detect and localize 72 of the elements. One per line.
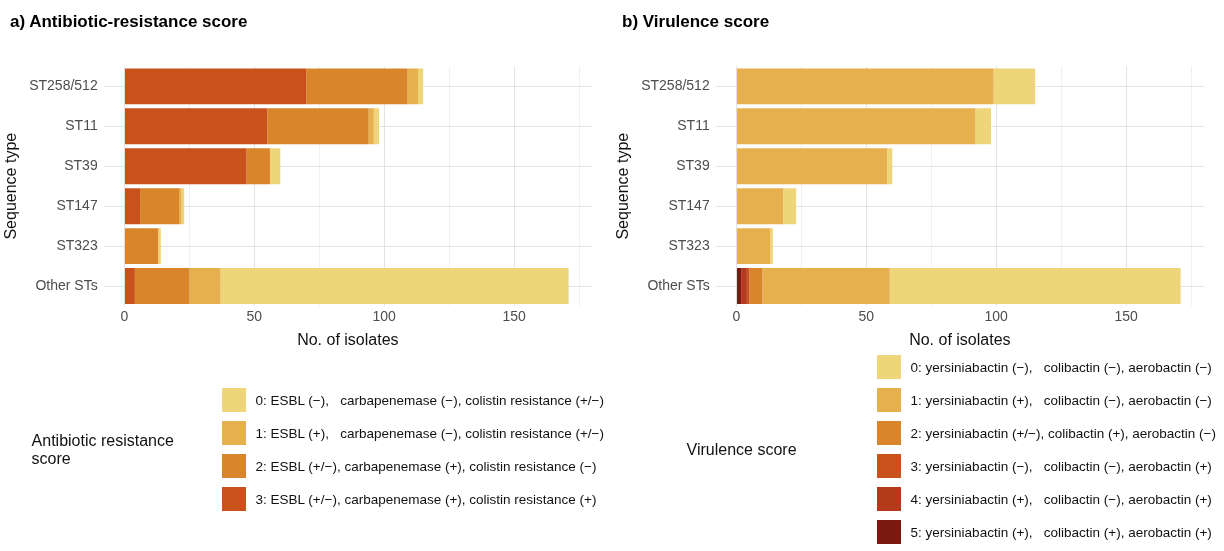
x-tick-label: 150 [1114,308,1138,325]
bar [770,228,773,265]
bar [373,108,380,145]
bar [246,148,270,185]
bar [749,268,763,304]
bar [124,268,135,304]
x-tick-label: 50 [858,308,875,325]
legend-label: 2: yersiniabactin (+/−), colibactin (+), aerobactin (−) [910,425,1216,441]
legend-label: 0: yersiniabactin (−), colibactin (−), aerobactin (−) [910,359,1212,375]
y-tick-label: ST11 [65,117,98,134]
bar [407,68,418,105]
chart-title: a) Antibiotic-resistance score [9,11,249,33]
bar [741,268,747,304]
bar [887,148,893,185]
y-tick-label: ST258/512 [29,77,98,94]
legend-label: 1: yersiniabactin (+), colibactin (−), aerobactin (−) [910,392,1212,408]
y-axis-title: Sequence type [614,132,632,240]
legend-label: 1: ESBL (+), carbapenemase (−), colistin resistance (+/−) [255,425,604,441]
y-tick-label: ST147 [668,197,710,214]
bar [140,188,180,225]
legend-title: Virulence score [686,440,798,459]
bar [736,68,994,105]
y-tick-label: ST147 [56,197,98,214]
bar [306,68,408,105]
bar [783,188,797,225]
x-tick-label: 0 [120,308,129,325]
bar [269,148,281,185]
y-tick-label: ST11 [677,117,710,134]
legend-label: 3: ESBL (+/−), carbapenemase (+), colistin resistance (+) [255,491,597,507]
y-tick-label: Other STs [35,276,98,293]
bar [134,268,190,304]
bar [220,268,569,304]
y-tick-label: Other STs [647,276,710,293]
bar [975,108,992,145]
legend-label: 0: ESBL (−), carbapenemase (−), colistin resistance (+/−) [255,392,604,408]
bar [124,188,141,225]
x-tick-label: 0 [732,308,741,325]
y-tick-label: ST323 [56,236,98,253]
chart-title: b) Virulence score [621,11,771,33]
bar [124,228,159,265]
legend-label: 3: yersiniabactin (−), colibactin (−), aerobactin (+) [910,458,1212,474]
bar [736,228,771,265]
bar [124,68,307,105]
bar [158,228,161,265]
legend-title: Antibiotic resistance score [31,431,175,468]
bar [417,68,424,105]
legend-label: 5: yersiniabactin (+), colibactin (+), aerobactin (+) [910,524,1212,540]
y-tick-label: ST258/512 [641,77,710,94]
bar [189,268,221,304]
x-axis-title: No. of isolates [297,330,399,348]
x-tick-label: 50 [246,308,263,325]
x-tick-label: 100 [984,308,1009,325]
bar [993,68,1036,105]
bar [762,268,890,304]
bar [368,108,374,145]
legend-label: 2: ESBL (+/−), carbapenemase (+), colistin resistance (−) [255,458,597,474]
y-tick-label: ST39 [676,157,710,174]
bar [736,108,976,145]
bar [736,188,784,225]
bar [736,268,742,304]
y-tick-label: ST39 [64,157,98,174]
bar [124,148,247,185]
x-tick-label: 100 [372,308,397,325]
y-tick-label: ST323 [668,236,710,253]
legend-label: 4: yersiniabactin (+), colibactin (−), aerobactin (+) [910,491,1212,507]
bar [267,108,369,145]
x-tick-label: 150 [502,308,526,325]
bar [736,148,888,185]
y-axis-title: Sequence type [2,132,20,240]
bar [889,268,1181,304]
x-axis-title: No. of isolates [909,330,1011,348]
bar [124,108,268,145]
